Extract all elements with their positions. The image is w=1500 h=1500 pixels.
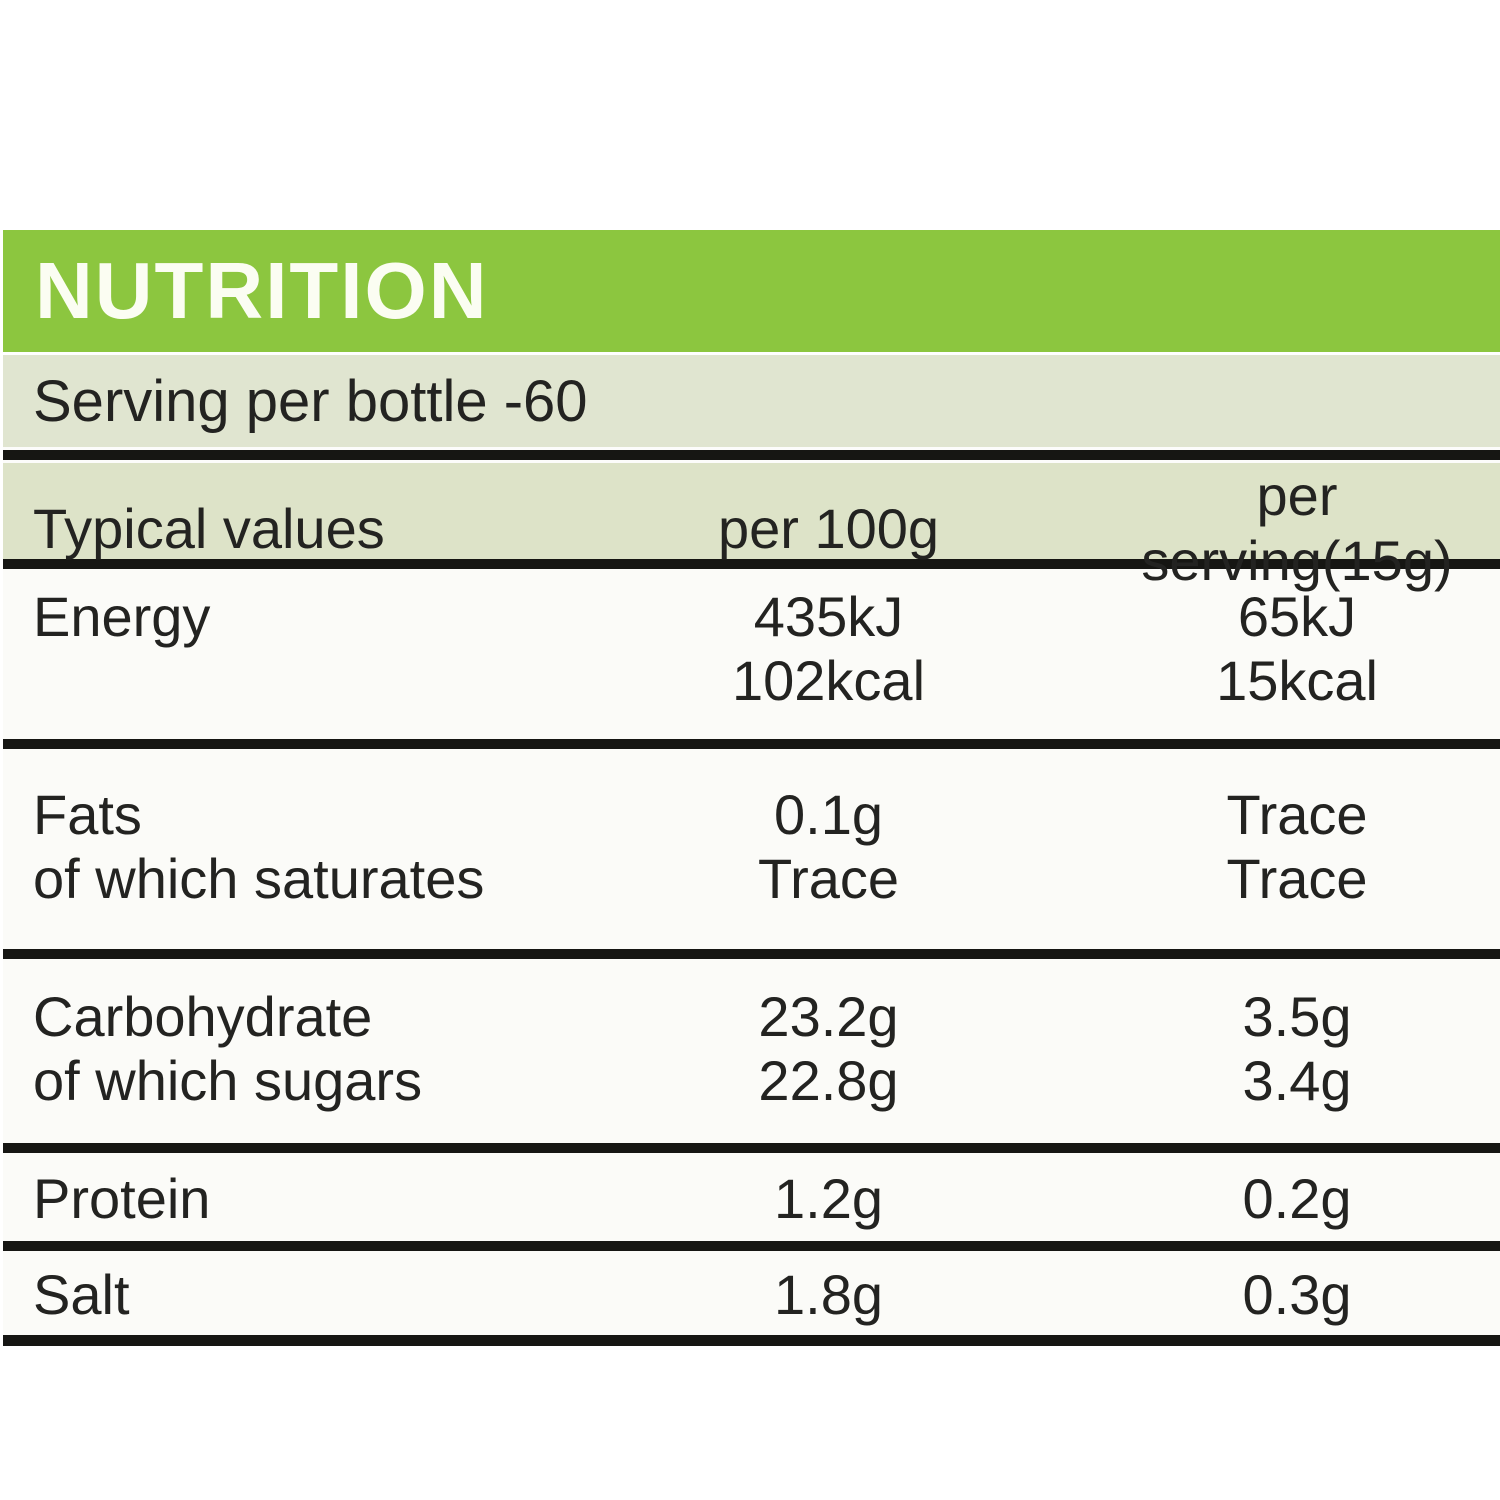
value-kcal: 102kcal (731, 649, 926, 712)
row-label-cell: Energy (3, 585, 563, 713)
table-row-fats: Fats of which saturates 0.1g Trace Trace… (3, 749, 1500, 949)
nutrition-table: NUTRITION Serving per bottle -60 Typical… (3, 230, 1500, 1346)
per-serving-cell: 65kJ 15kcal (1094, 585, 1500, 713)
value: Trace (1226, 783, 1368, 846)
per-100g-cell: 23.2g 22.8g (563, 985, 1094, 1113)
divider-line (3, 447, 1500, 463)
value-kj: 65kJ (1237, 585, 1357, 648)
nutrition-header-bar: NUTRITION (3, 230, 1500, 352)
nutrition-title: NUTRITION (35, 246, 489, 335)
row-label-cell: Fats of which saturates (3, 783, 563, 911)
row-label-cell: Salt (3, 1263, 563, 1327)
value-kj: 435kJ (753, 585, 904, 648)
table-row-energy: Energy 435kJ 102kcal 65kJ 15kcal (3, 569, 1500, 739)
row-label: Energy (33, 585, 211, 648)
row-label: Fats (33, 783, 142, 846)
table-row-protein: Protein 1.2g 0.2g (3, 1153, 1500, 1241)
value: 22.8g (758, 1049, 899, 1112)
divider-line (3, 1143, 1500, 1153)
per-serving-cell: 0.3g (1094, 1263, 1500, 1327)
value: 1.2g (774, 1167, 883, 1230)
per-100g-cell: 0.1g Trace (563, 783, 1094, 911)
row-label-cell: Protein (3, 1167, 563, 1231)
per-100g-cell: 435kJ 102kcal (563, 585, 1094, 713)
per-serving-cell: Trace Trace (1094, 783, 1500, 911)
row-sublabel: of which sugars (33, 1049, 423, 1112)
value: Trace (757, 847, 900, 910)
row-sublabel: of which saturates (33, 847, 485, 910)
per-serving-cell: 0.2g (1094, 1167, 1500, 1231)
per-100g-cell: 1.2g (563, 1167, 1094, 1231)
value: 0.3g (1242, 1263, 1352, 1326)
divider-line-bottom (3, 1335, 1500, 1346)
row-label: Carbohydrate (33, 985, 373, 1048)
column-header-per-serving: per serving(15g) (1141, 464, 1453, 592)
value: 0.2g (1242, 1167, 1352, 1230)
value: 1.8g (774, 1263, 883, 1326)
divider-line (3, 1241, 1500, 1251)
table-row-salt: Salt 1.8g 0.3g (3, 1251, 1500, 1335)
column-header-per-100g: per 100g (717, 496, 940, 560)
divider-line (3, 949, 1500, 959)
serving-per-bottle-text: Serving per bottle -60 (33, 368, 588, 434)
row-label: Salt (33, 1263, 130, 1326)
row-label-cell: Carbohydrate of which sugars (3, 985, 563, 1113)
divider-line (3, 739, 1500, 749)
value-kcal: 15kcal (1216, 649, 1378, 712)
divider-line (3, 559, 1500, 569)
per-serving-cell: 3.5g 3.4g (1094, 985, 1500, 1113)
column-header-typical-values: Typical values (33, 496, 385, 560)
value: 23.2g (758, 985, 899, 1048)
value: 3.5g (1242, 985, 1352, 1048)
per-100g-cell: 1.8g (563, 1263, 1094, 1327)
table-row-carbohydrate: Carbohydrate of which sugars 23.2g 22.8g… (3, 959, 1500, 1143)
column-header-row: Typical values per 100g per serving(15g) (3, 463, 1500, 592)
value: Trace (1226, 847, 1368, 910)
value: 0.1g (774, 783, 883, 846)
serving-per-bottle-band: Serving per bottle -60 (3, 355, 1500, 447)
row-label: Protein (33, 1167, 211, 1230)
value: 3.4g (1242, 1049, 1352, 1112)
